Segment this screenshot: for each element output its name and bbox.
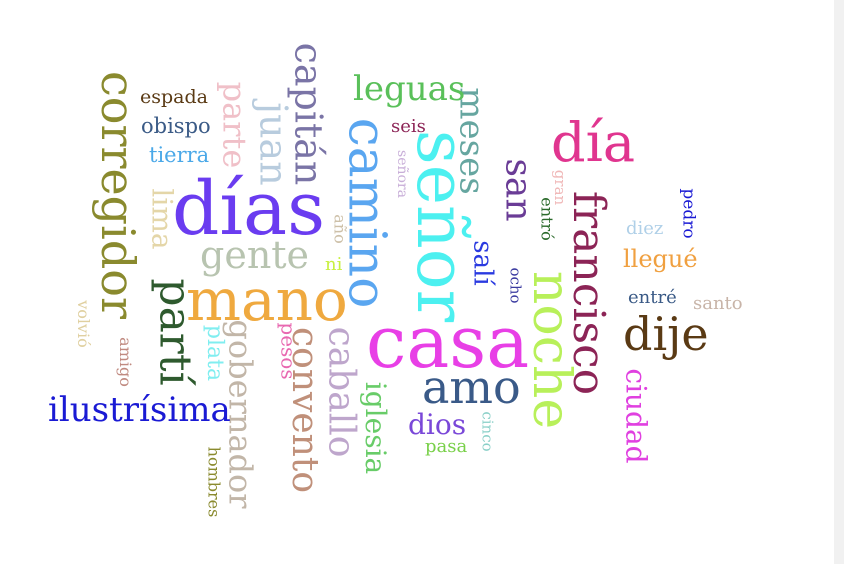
word-gente: gente (200, 233, 310, 277)
word-san: san (497, 158, 539, 222)
word-volvio: volvió (73, 300, 93, 348)
word-ocho: ocho (506, 267, 525, 304)
word-francisco: francisco (563, 190, 615, 396)
word-camino: camino (336, 117, 397, 309)
word-ciudad: ciudad (619, 368, 653, 464)
word-llegue: llegué (623, 245, 698, 273)
word-senora: señora (393, 150, 410, 198)
word-cinco: cinco (478, 411, 497, 452)
word-caballo: caballo (320, 326, 362, 458)
word-tierra: tierra (149, 143, 210, 167)
word-parti: partí (149, 278, 201, 386)
scrollbar[interactable] (834, 0, 844, 564)
word-espada: espada (140, 86, 208, 108)
word-ni: ni (325, 254, 343, 275)
word-pasa: pasa (425, 436, 468, 457)
word-ilustrisima: ilustrísima (48, 390, 231, 430)
word-dias: días (172, 166, 326, 252)
word-diez: diez (626, 218, 664, 239)
word-pedro: pedro (678, 188, 699, 239)
word-obispo: obispo (141, 114, 211, 138)
word-parte: parte (215, 81, 254, 169)
word-seis: seis (391, 116, 426, 137)
word-sali: salí (467, 240, 498, 286)
word-amigo: amigo (115, 337, 135, 387)
word-lima: lima (145, 188, 179, 250)
word-mano: mano (186, 266, 348, 334)
word-entre: entré (628, 287, 677, 308)
word-entro: entró (537, 197, 557, 241)
word-plata: plata (202, 324, 228, 382)
word-casa: casa (366, 300, 530, 384)
word-dios: dios (408, 408, 467, 441)
word-leguas: leguas (353, 69, 466, 109)
word-pesos: pesos (276, 322, 301, 380)
word-ano: año (330, 214, 350, 244)
word-amo: amo (422, 360, 521, 414)
word-hombres: hombres (204, 446, 224, 518)
word-juan: juan (251, 102, 296, 186)
word-dia: día (551, 111, 636, 174)
word-corregidor: corregidor (90, 71, 145, 319)
word-santo: santo (693, 293, 743, 314)
word-iglesia: iglesia (359, 381, 393, 475)
word-dije: dije (623, 307, 709, 361)
